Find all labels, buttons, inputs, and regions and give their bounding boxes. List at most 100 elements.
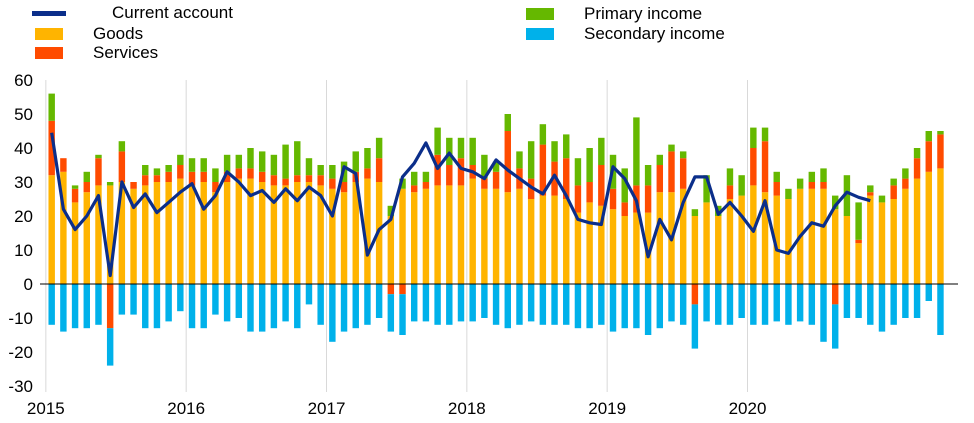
bar-segment-goods bbox=[913, 178, 921, 284]
bar-segment-services bbox=[867, 192, 874, 196]
bar-segment-primary-income bbox=[691, 209, 699, 216]
y-tick-label: 30 bbox=[14, 173, 33, 192]
bar-segment-secondary-income bbox=[247, 284, 254, 332]
bar-segment-goods bbox=[95, 185, 102, 284]
bar-segment-services bbox=[422, 182, 430, 189]
legend-item-secondary-income: Secondary income bbox=[526, 24, 725, 44]
bar-segment-primary-income bbox=[644, 165, 652, 186]
bar-segment-primary-income bbox=[703, 175, 710, 203]
bar-segment-goods bbox=[188, 185, 196, 284]
bar-segment-services bbox=[305, 175, 313, 182]
bar-segment-goods bbox=[130, 188, 137, 284]
bar-segment-goods bbox=[539, 195, 547, 284]
bar-segment-primary-income bbox=[411, 171, 418, 186]
bar-segment-secondary-income bbox=[481, 284, 488, 318]
bar-segment-services bbox=[375, 158, 383, 182]
bar-segment-goods bbox=[294, 182, 301, 284]
bar-segment-primary-income bbox=[796, 178, 804, 189]
bar-segment-secondary-income bbox=[703, 284, 710, 322]
bar-segment-secondary-income bbox=[188, 284, 196, 329]
bar-segment-secondary-income bbox=[270, 284, 278, 329]
bar-segment-services bbox=[668, 151, 675, 193]
bar-segment-goods bbox=[492, 188, 500, 284]
bar-segment-secondary-income bbox=[446, 284, 453, 325]
bar-segment-goods bbox=[329, 188, 336, 284]
bar-segment-goods bbox=[867, 195, 874, 284]
bar-segment-goods bbox=[446, 185, 453, 284]
bar-segment-services bbox=[387, 284, 395, 295]
bar-segment-goods bbox=[177, 178, 184, 284]
bar-segment-services bbox=[364, 168, 371, 179]
bar-segment-services bbox=[294, 175, 301, 182]
bar-segment-goods bbox=[387, 216, 395, 284]
bar-segment-secondary-income bbox=[633, 284, 640, 329]
bar-segment-secondary-income bbox=[609, 284, 617, 332]
bar-segment-primary-income bbox=[200, 158, 207, 172]
bar-segment-goods bbox=[153, 182, 161, 284]
bar-segment-secondary-income bbox=[375, 284, 383, 318]
chart-gridlines bbox=[45, 80, 749, 392]
bar-segment-goods bbox=[761, 192, 769, 284]
bar-segment-primary-income bbox=[305, 158, 313, 176]
legend-line-current-account bbox=[32, 10, 66, 16]
bar-segment-secondary-income bbox=[691, 304, 699, 349]
legend-label-services: Services bbox=[93, 43, 159, 62]
bar-segment-primary-income bbox=[937, 131, 944, 135]
bar-segment-primary-income bbox=[633, 117, 640, 186]
legend-swatch-primary-income bbox=[526, 8, 554, 20]
bar-segment-goods bbox=[48, 175, 55, 284]
bar-segment-primary-income bbox=[808, 171, 816, 182]
bar-segment-secondary-income bbox=[83, 284, 90, 329]
bar-segment-secondary-income bbox=[761, 284, 769, 325]
bar-segment-primary-income bbox=[516, 151, 523, 169]
bar-segment-goods bbox=[270, 185, 278, 284]
bar-segment-secondary-income bbox=[808, 284, 816, 325]
y-tick-label: 50 bbox=[14, 105, 33, 124]
bar-segment-services bbox=[937, 134, 944, 169]
bar-segment-goods bbox=[364, 178, 371, 284]
bar-segment-primary-income bbox=[399, 178, 406, 189]
bar-segment-services bbox=[235, 168, 243, 179]
bar-segment-secondary-income bbox=[656, 284, 664, 329]
bar-segment-goods bbox=[715, 216, 722, 284]
x-tick-label: 2020 bbox=[729, 399, 767, 418]
bar-segment-services bbox=[750, 148, 757, 186]
bar-segment-primary-income bbox=[83, 171, 90, 182]
bar-segment-services bbox=[60, 158, 67, 172]
legend-swatch-services bbox=[35, 47, 63, 59]
bar-segment-secondary-income bbox=[329, 284, 336, 342]
bar-segment-secondary-income bbox=[294, 284, 301, 329]
y-tick-label: -20 bbox=[8, 343, 33, 362]
bar-segment-goods bbox=[317, 185, 324, 284]
bar-segment-secondary-income bbox=[492, 284, 500, 325]
bar-segment-services bbox=[808, 182, 816, 189]
bar-segment-goods bbox=[212, 192, 219, 284]
bar-segment-secondary-income bbox=[831, 304, 839, 349]
bar-segment-secondary-income bbox=[223, 284, 231, 322]
bar-segment-secondary-income bbox=[106, 328, 114, 366]
bar-segment-primary-income bbox=[878, 195, 886, 203]
y-tick-label: 20 bbox=[14, 207, 33, 226]
bar-segment-primary-income bbox=[153, 168, 161, 176]
bar-segment-goods bbox=[750, 185, 757, 284]
bar-segment-services bbox=[317, 175, 324, 186]
bar-segment-primary-income bbox=[726, 168, 734, 186]
y-tick-label: -30 bbox=[8, 377, 33, 396]
bar-segment-goods bbox=[609, 209, 617, 284]
bar-segment-goods bbox=[890, 199, 897, 284]
bar-segment-secondary-income bbox=[212, 284, 219, 315]
bar-segment-goods bbox=[820, 188, 827, 284]
bar-segment-goods bbox=[855, 243, 862, 284]
bar-segment-services bbox=[71, 188, 79, 203]
bar-segment-secondary-income bbox=[539, 284, 547, 325]
bar-segment-primary-income bbox=[223, 154, 231, 172]
bar-segment-primary-income bbox=[247, 148, 254, 169]
bar-segment-secondary-income bbox=[902, 284, 909, 318]
bar-segment-goods bbox=[656, 192, 664, 284]
bar-segment-primary-income bbox=[375, 137, 383, 159]
bar-segment-secondary-income bbox=[563, 284, 570, 325]
bar-segment-primary-income bbox=[586, 148, 593, 182]
bar-segment-secondary-income bbox=[305, 284, 313, 305]
bar-segment-goods bbox=[469, 178, 476, 284]
